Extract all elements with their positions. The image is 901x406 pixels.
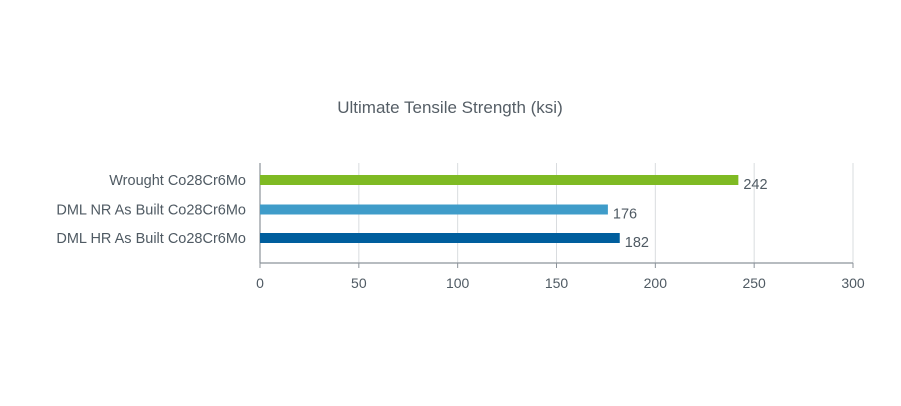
bars xyxy=(260,175,739,243)
bar-1 xyxy=(260,175,739,185)
chart-title: Ultimate Tensile Strength (ksi) xyxy=(337,98,563,117)
category-label-1: Wrought Co28Cr6Mo xyxy=(109,173,246,189)
bar-2 xyxy=(260,204,608,215)
x-tick-label-50: 50 xyxy=(351,275,367,291)
bar-3 xyxy=(260,233,620,243)
category-label-2: DML NR As Built Co28Cr6Mo xyxy=(56,203,246,219)
value-label-3: 182 xyxy=(625,235,649,251)
category-label-3: DML HR As Built Co28Cr6Mo xyxy=(56,231,246,247)
value-label-2: 176 xyxy=(613,207,637,223)
x-tick-label-300: 300 xyxy=(841,275,865,291)
x-tick-label-0: 0 xyxy=(256,275,264,291)
x-tick-label-200: 200 xyxy=(644,275,668,291)
labels: 0 50 100 150 200 250 300 Wrought Co28Cr6Mo 242 DM… xyxy=(56,173,865,291)
x-tick-label-150: 150 xyxy=(545,275,569,291)
x-tick-label-100: 100 xyxy=(446,275,470,291)
value-label-1: 242 xyxy=(743,177,767,193)
x-tick-label-250: 250 xyxy=(742,275,766,291)
